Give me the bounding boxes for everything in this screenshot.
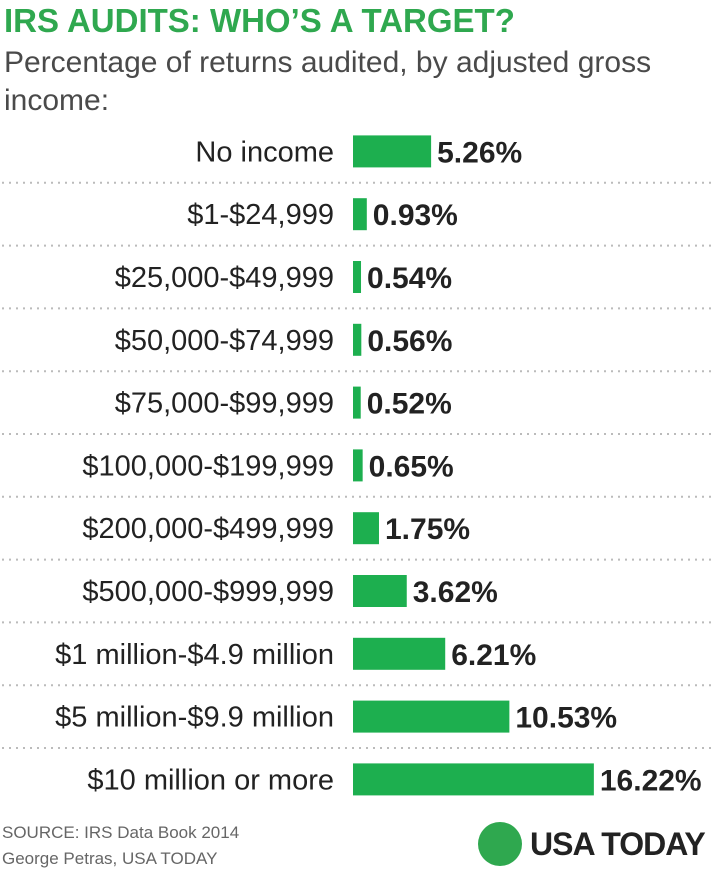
chart-subtitle: Percentage of returns audited, by adjust… — [4, 46, 652, 117]
category-label: $10 million or more — [87, 764, 334, 796]
category-label: No income — [195, 136, 334, 168]
category-label: $75,000-$99,999 — [115, 388, 334, 420]
usa-today-logo: USA TODAY — [478, 822, 706, 866]
value-label: 0.93% — [373, 199, 458, 232]
category-label: $50,000-$74,999 — [115, 325, 334, 357]
source-note: SOURCE: IRS Data Book 2014 George Petras… — [2, 820, 239, 872]
category-label: $25,000-$49,999 — [115, 262, 334, 294]
bar — [353, 198, 367, 231]
value-label: 0.56% — [367, 325, 452, 358]
bar — [353, 637, 446, 670]
value-label: 10.53% — [515, 702, 617, 735]
logo-circle-icon — [478, 822, 522, 866]
category-label: $500,000-$999,999 — [82, 576, 334, 608]
value-label: 16.22% — [600, 764, 702, 797]
bar — [353, 575, 407, 607]
value-label: 3.62% — [413, 576, 498, 609]
value-label: 0.52% — [367, 388, 452, 421]
category-label: $100,000-$199,999 — [82, 450, 334, 482]
bar — [353, 512, 379, 545]
value-label: 1.75% — [385, 513, 470, 546]
bar — [353, 700, 510, 733]
value-label: 5.26% — [437, 136, 522, 169]
value-label: 0.54% — [367, 262, 452, 295]
source-text: SOURCE: IRS Data Book 2014 — [2, 823, 240, 842]
logo-text: USA TODAY — [530, 825, 706, 862]
bar — [353, 135, 432, 168]
value-label: 6.21% — [451, 639, 536, 672]
bar — [353, 386, 361, 419]
category-label: $1-$24,999 — [187, 199, 334, 231]
bar — [353, 261, 362, 293]
category-label: $5 million-$9.9 million — [55, 702, 334, 734]
credit-text: George Petras, USA TODAY — [2, 849, 218, 868]
bar — [353, 449, 363, 482]
bar — [353, 323, 362, 356]
category-label: $1 million-$4.9 million — [55, 639, 334, 671]
category-label: $200,000-$499,999 — [82, 513, 334, 545]
bar — [353, 763, 594, 796]
value-label: 0.65% — [369, 450, 454, 483]
chart-title: IRS AUDITS: WHO’S A TARGET? — [4, 2, 515, 39]
